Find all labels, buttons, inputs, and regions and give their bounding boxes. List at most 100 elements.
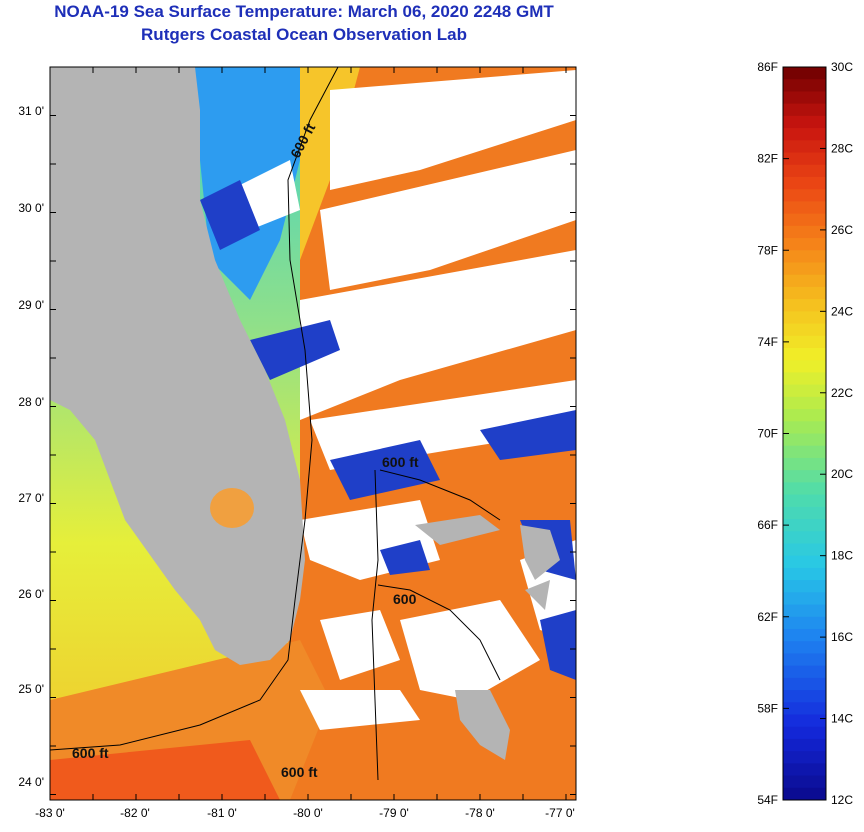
lon-tick-label: -81 0': [207, 806, 237, 820]
lon-tick-label: -80 0': [293, 806, 323, 820]
colorbar-segment: [783, 299, 826, 312]
contour-label: 600: [393, 591, 417, 607]
colorbar-f-label: 86F: [757, 60, 778, 74]
lat-tick-label: 31 0': [18, 104, 44, 118]
lon-tick-label: -77 0': [545, 806, 575, 820]
colorbar-segment: [783, 616, 826, 630]
colorbar-segment: [783, 79, 826, 92]
colorbar-f-label: 62F: [757, 610, 778, 624]
colorbar-c-label: 20C: [831, 467, 853, 481]
colorbar-segment: [783, 470, 826, 483]
colorbar-c-label: 18C: [831, 549, 853, 563]
colorbar-segment: [783, 714, 826, 728]
map-subtitle: Rutgers Coastal Ocean Observation Lab: [141, 25, 467, 44]
lon-tick-label: -82 0': [120, 806, 150, 820]
colorbar-segment: [783, 531, 826, 544]
colorbar-segment: [783, 787, 826, 801]
colorbar-segment: [783, 262, 826, 276]
cloud-cover: [230, 70, 576, 730]
longitude-axis: -83 0' -82 0' -81 0' -80 0' -79 0' -78 0…: [35, 806, 575, 820]
straits-water: [50, 740, 280, 800]
bahamas-land: [415, 515, 560, 760]
colorbar-segment: [783, 225, 826, 239]
lon-tick-label: -83 0': [35, 806, 65, 820]
colorbar-segment: [783, 176, 826, 190]
lat-tick-label: 28 0': [18, 395, 44, 409]
lat-tick-label: 30 0': [18, 201, 44, 215]
colorbar-segment: [783, 726, 826, 740]
map-plot-area: [50, 67, 576, 800]
colorbar-segment: [783, 543, 826, 557]
map-title: NOAA-19 Sea Surface Temperature: March 0…: [54, 2, 554, 21]
colorbar-segment: [783, 482, 826, 496]
colorbar-segment: [783, 67, 826, 80]
colorbar-segment: [783, 421, 826, 434]
colorbar-c-label: 12C: [831, 793, 853, 807]
colorbar-segment: [783, 592, 826, 606]
colorbar-segment: [783, 457, 826, 471]
colorbar-segment: [783, 250, 826, 263]
colorbar-segment: [783, 433, 826, 447]
colorbar-segment: [783, 323, 826, 337]
colorbar-segment: [783, 213, 826, 227]
colorbar-segment: [783, 201, 826, 215]
lat-tick-label: 25 0': [18, 682, 44, 696]
colorbar-c-label: 22C: [831, 386, 853, 400]
colorbar-segment: [783, 347, 826, 361]
colorbar-segment: [783, 641, 826, 654]
lat-tick-label: 27 0': [18, 491, 44, 505]
temperature-colorbar: 86F 82F 78F 74F 70F 66F 62F 58F 54F 30C 28C 26C 24C…: [757, 60, 853, 807]
colorbar-segment: [783, 628, 826, 642]
colorbar-segment: [783, 775, 826, 789]
cold-patches: [200, 180, 576, 680]
colorbar-segment: [783, 555, 826, 569]
lat-tick-label: 29 0': [18, 298, 44, 312]
lon-tick-label: -79 0': [379, 806, 409, 820]
colorbar-c-label: 16C: [831, 630, 853, 644]
colorbar-segment: [783, 580, 826, 593]
contour-label: 600 ft: [281, 764, 318, 780]
tick-marks: [49, 66, 576, 800]
colorbar-f-label: 54F: [757, 793, 778, 807]
colorbar-segment: [783, 152, 826, 166]
colorbar-segment: [783, 91, 826, 105]
colorbar-segment: [783, 567, 826, 581]
colorbar-c-label: 30C: [831, 60, 853, 74]
colorbar-segment: [783, 677, 826, 691]
colorbar-f-label: 82F: [757, 152, 778, 166]
colorbar-segment: [783, 396, 826, 410]
colorbar-segments: [783, 67, 826, 801]
colorbar-celsius-scale: 30C 28C 26C 24C 22C 20C 18C 16C 14C 12C: [820, 60, 853, 807]
colorbar-segment: [783, 128, 826, 141]
colorbar-segment: [783, 519, 826, 532]
colorbar-f-label: 70F: [757, 427, 778, 441]
contour-label: 600 ft: [382, 454, 419, 470]
colorbar-segment: [783, 311, 826, 325]
lake-okeechobee: [210, 488, 254, 528]
colorbar-segment: [783, 506, 826, 520]
colorbar-segment: [783, 702, 826, 715]
colorbar-segment: [783, 445, 826, 459]
latitude-axis: 31 0' 30 0' 29 0' 28 0' 27 0' 26 0' 25 0…: [18, 104, 44, 789]
colorbar-segment: [783, 653, 826, 667]
colorbar-c-label: 28C: [831, 141, 853, 155]
colorbar-segment: [783, 286, 826, 300]
colorbar-segment: [783, 751, 826, 764]
colorbar-segment: [783, 409, 826, 422]
colorbar-segment: [783, 690, 826, 703]
colorbar-segment: [783, 360, 826, 373]
colorbar-segment: [783, 140, 826, 154]
colorbar-segment: [783, 494, 826, 508]
colorbar-segment: [783, 115, 826, 129]
lat-tick-label: 26 0': [18, 587, 44, 601]
colorbar-segment: [783, 103, 826, 117]
colorbar-f-label: 74F: [757, 335, 778, 349]
depth-contours: [50, 67, 501, 781]
colorbar-segment: [783, 189, 826, 202]
colorbar-segment: [783, 665, 826, 679]
contour-label: 600 ft: [72, 745, 109, 761]
colorbar-segment: [783, 384, 826, 398]
colorbar-c-label: 14C: [831, 712, 853, 726]
colorbar-c-label: 24C: [831, 304, 853, 318]
colorbar-c-label: 26C: [831, 223, 853, 237]
